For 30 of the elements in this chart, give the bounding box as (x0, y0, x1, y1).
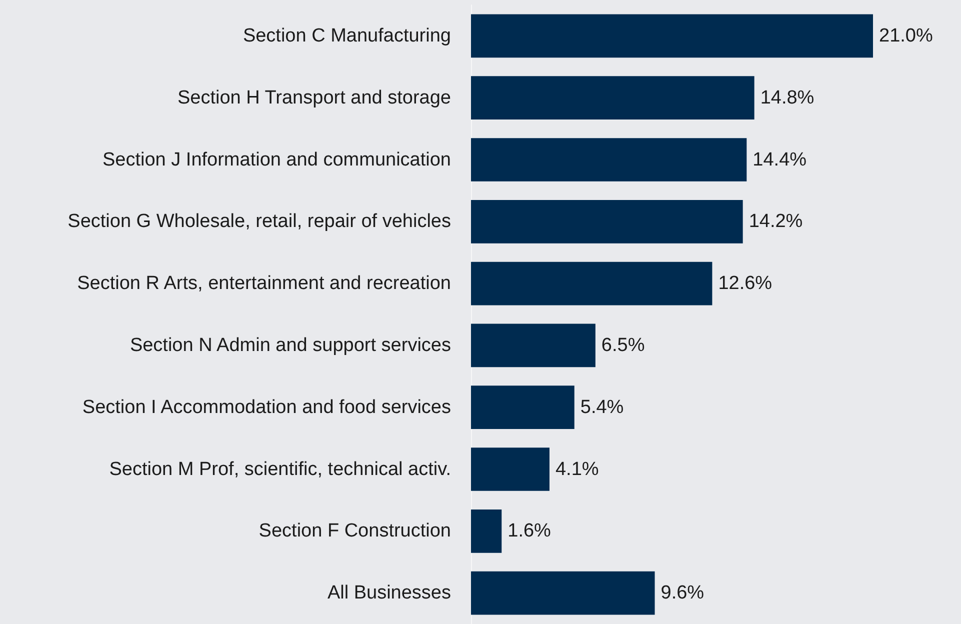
data-label: 9.6% (660, 582, 704, 604)
data-label: 14.8% (760, 87, 814, 108)
bar (471, 76, 754, 120)
data-label: 14.4% (752, 149, 807, 170)
data-label: 12.6% (718, 273, 772, 294)
y-tick-label: Section M Prof, scientific, technical activ. (109, 458, 451, 480)
y-tick-label: Section H Transport and storage (177, 87, 451, 108)
bar (471, 571, 655, 615)
bar (471, 262, 712, 306)
bar (471, 200, 743, 244)
bar (471, 386, 574, 430)
y-tick-label: Section C Manufacturing (242, 25, 451, 46)
data-label: 6.5% (601, 334, 645, 356)
y-tick-label: Section I Accommodation and food services (82, 396, 451, 418)
y-tick-label: Section F Construction (258, 520, 451, 542)
data-label: 14.2% (748, 211, 803, 232)
y-tick-label: Section N Admin and support services (130, 334, 451, 356)
y-tick-label: Section G Wholesale, retail, repair of vehicles (68, 211, 451, 232)
data-label: 4.1% (555, 458, 599, 480)
bar (471, 324, 596, 368)
bar (471, 509, 502, 553)
y-tick-label: Section J Information and communication (102, 149, 451, 170)
data-label: 21.0% (879, 25, 933, 46)
data-label: 1.6% (508, 520, 552, 542)
bar (471, 448, 550, 491)
bar (471, 14, 873, 58)
bar (471, 138, 747, 182)
y-tick-label: All Businesses (327, 582, 451, 604)
data-label: 5.4% (580, 396, 624, 418)
y-tick-label: Section R Arts, entertainment and recreation (77, 273, 451, 294)
